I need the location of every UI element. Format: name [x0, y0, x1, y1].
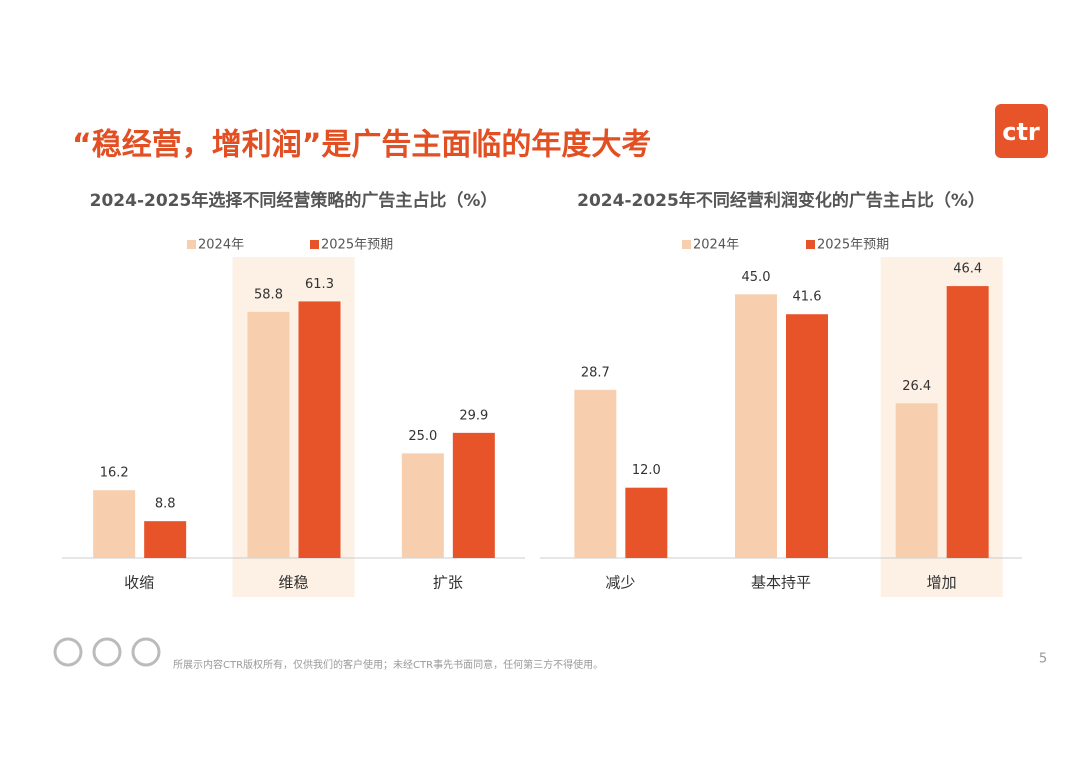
- bar: [574, 389, 617, 558]
- bar: [452, 432, 495, 558]
- bar: [735, 294, 777, 558]
- slide-title: “稳经营，增利润”是广告主面临的年度大考: [72, 128, 651, 163]
- x-tick-label: 基本持平: [751, 574, 811, 592]
- x-tick-label: 减少: [605, 574, 635, 592]
- value-label: 12.0: [632, 463, 661, 478]
- footer: 所展示内容CTR版权所有，仅供我们的客户使用；未经CTR事先书面同意，任何第三方…: [173, 658, 603, 671]
- page-number: 5: [1039, 652, 1047, 667]
- chart-title: 2024-2025年选择不同经营策略的广告主占比（%）: [90, 190, 498, 211]
- bar: [93, 490, 136, 558]
- legend-label: 2025年预期: [817, 238, 889, 253]
- legend-swatch: [806, 240, 815, 249]
- bar: [895, 403, 938, 558]
- logo-box: [995, 104, 1048, 158]
- bar: [401, 453, 444, 558]
- legend-label: 2024年: [198, 238, 244, 253]
- value-label: 26.4: [902, 379, 931, 394]
- x-tick-label: 增加: [927, 574, 957, 592]
- bar: [946, 286, 989, 558]
- value-label: 29.9: [459, 408, 488, 423]
- legend-swatch: [310, 240, 319, 249]
- bar: [625, 487, 668, 558]
- legend-label: 2025年预期: [321, 238, 393, 253]
- value-label: 28.7: [581, 365, 610, 380]
- x-tick-label: 维稳: [278, 574, 308, 592]
- chart-title: 2024-2025年不同经营利润变化的广告主占比（%）: [577, 190, 985, 211]
- value-label: 16.2: [100, 466, 129, 481]
- legend-swatch: [187, 240, 196, 249]
- value-label: 58.8: [254, 287, 283, 302]
- bar: [144, 521, 187, 558]
- value-label: 46.4: [953, 262, 982, 277]
- bar: [786, 314, 828, 558]
- legend-label: 2024年: [693, 238, 739, 253]
- value-label: 41.6: [793, 290, 822, 305]
- logo: ctr: [1002, 118, 1040, 146]
- value-label: 25.0: [408, 429, 437, 444]
- bar: [247, 311, 290, 558]
- value-label: 45.0: [742, 270, 771, 285]
- x-tick-label: 扩张: [433, 574, 463, 592]
- value-label: 8.8: [155, 497, 176, 512]
- bar: [298, 301, 341, 558]
- value-label: 61.3: [305, 277, 334, 292]
- legend-swatch: [682, 240, 691, 249]
- x-tick-label: 收缩: [124, 574, 154, 592]
- sgs-icons: [53, 637, 161, 667]
